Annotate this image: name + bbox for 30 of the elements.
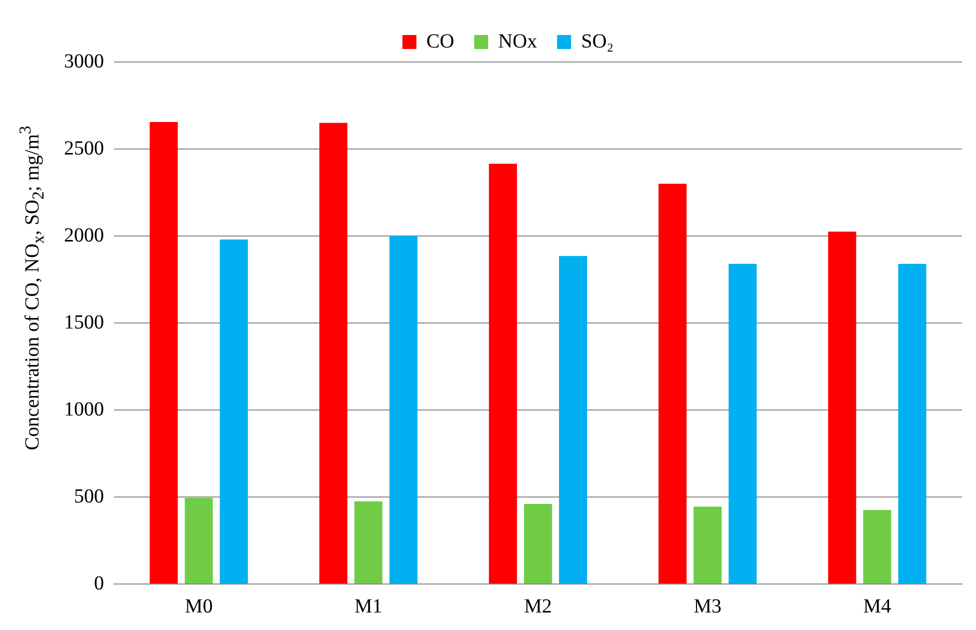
bar [728,264,757,584]
legend-label: NOx [498,30,538,52]
y-tick-label: 1500 [64,311,104,334]
legend-label: CO [426,30,454,52]
x-tick-label: M3 [694,595,722,618]
y-tick-label: 0 [94,572,104,594]
bar [658,184,687,584]
bar [488,164,517,584]
bar [863,510,892,584]
bar [184,498,213,584]
x-tick-label: M0 [184,595,213,618]
y-tick-label: 500 [74,485,104,508]
bar [694,506,722,584]
bar [354,501,382,584]
legend-label: SO₂ [581,30,614,52]
x-tick-label: M1 [354,595,382,618]
bar [828,232,856,584]
x-tick-label: M4 [863,595,892,618]
bar [220,239,248,584]
bar [319,122,348,584]
y-tick-label: 2500 [64,137,104,160]
y-tick-label: 3000 [64,50,104,72]
x-tick-label: M2 [524,595,552,618]
y-tick-label: 2000 [64,224,104,246]
bar [150,122,178,584]
bar [524,504,552,584]
bar [898,264,926,584]
y-tick-label: 1000 [64,398,104,420]
bar [559,256,588,584]
bar [389,236,418,584]
